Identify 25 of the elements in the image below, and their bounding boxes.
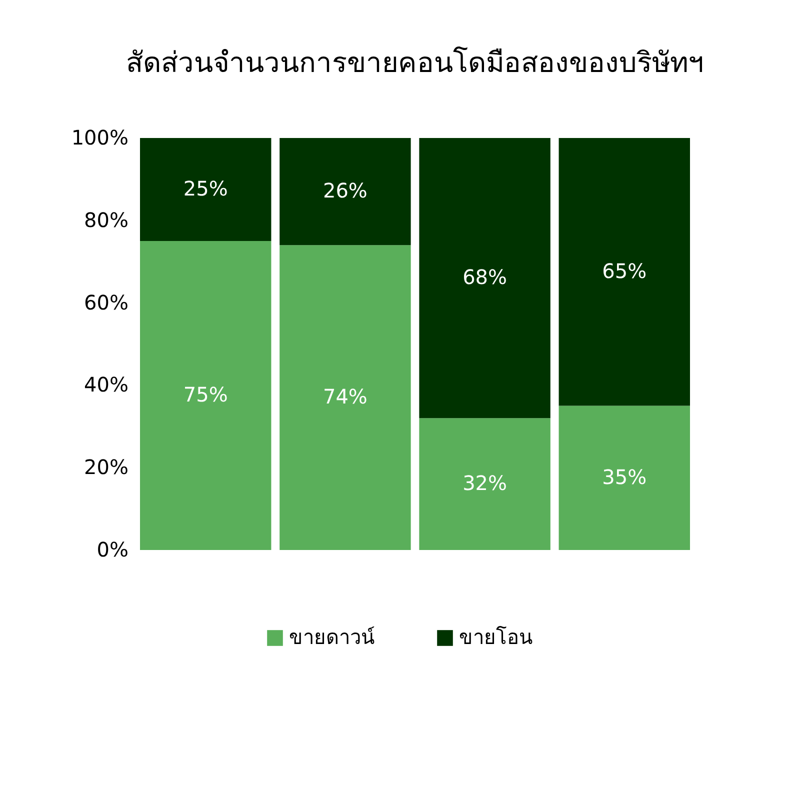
y-tick-label: 20% — [84, 455, 128, 480]
data-label: 35% — [602, 464, 647, 489]
data-label: 26% — [322, 178, 368, 203]
bar — [140, 241, 272, 550]
data-label: 25% — [183, 176, 228, 200]
legend-label: ขายโอน — [459, 625, 533, 649]
data-label: 75% — [183, 382, 228, 406]
y-tick-label: 100% — [71, 126, 128, 150]
data-label: 65% — [602, 258, 647, 283]
y-tick-label: 60% — [84, 290, 128, 314]
bar — [419, 418, 550, 550]
bar — [419, 138, 550, 418]
data-label: 68% — [462, 265, 508, 290]
bar — [280, 138, 411, 246]
legend-label: ขายดาวน์ — [289, 625, 375, 649]
bar — [558, 138, 690, 406]
data-label: 74% — [322, 384, 368, 409]
data-label: 32% — [462, 471, 508, 496]
bar — [140, 138, 272, 241]
chart-title: สัดส่วนจำนวนการขายคอนโดมือสองของบริษัทฯ — [126, 46, 704, 79]
y-tick-label: 40% — [84, 372, 128, 397]
y-tick-label: 80% — [84, 208, 128, 232]
bar — [558, 406, 690, 550]
bar — [280, 245, 411, 550]
y-tick-label: 0% — [96, 538, 128, 562]
